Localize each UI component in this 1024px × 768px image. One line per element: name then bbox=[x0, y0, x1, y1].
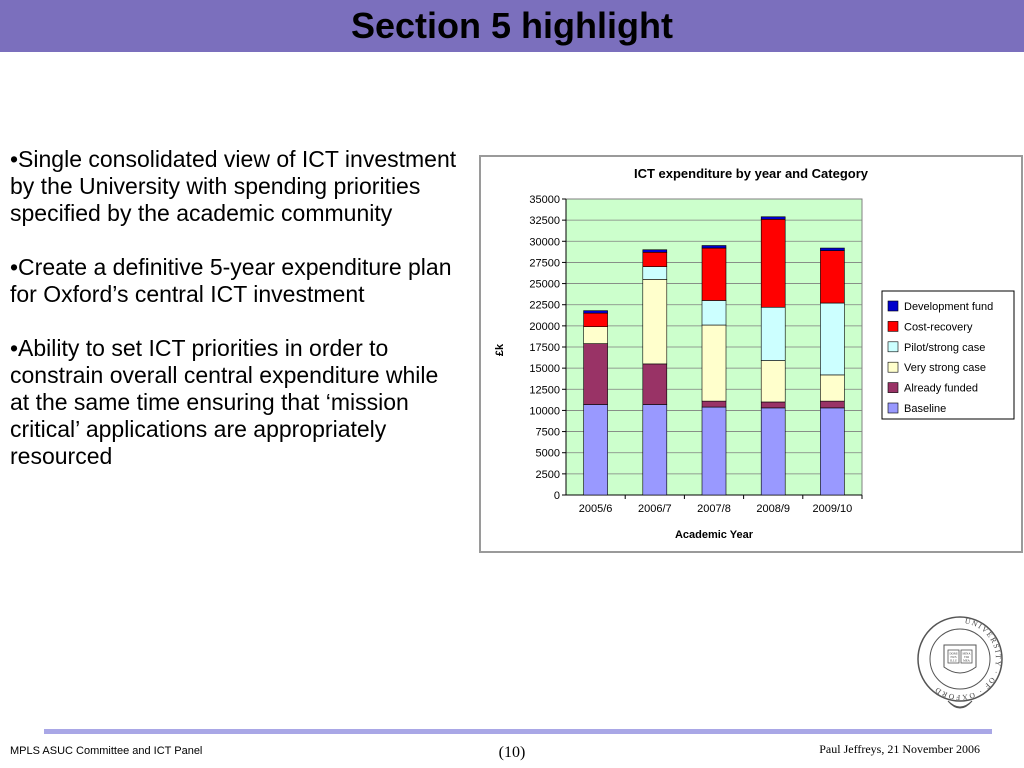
legend-swatch bbox=[887, 402, 899, 414]
y-tick-label: 5000 bbox=[536, 448, 560, 460]
y-tick-label: 2500 bbox=[536, 469, 560, 481]
y-tick-label: 35000 bbox=[529, 194, 560, 206]
bar-segment bbox=[820, 400, 845, 409]
bar-segment bbox=[760, 401, 786, 409]
x-tick-label: 2007/8 bbox=[697, 503, 731, 515]
seal-book-text: NUS bbox=[950, 655, 956, 659]
seal-book-text: TIO bbox=[964, 655, 970, 659]
legend-label: Pilot/strong case bbox=[904, 342, 985, 354]
y-tick-label: 25000 bbox=[529, 279, 560, 291]
seal-book-left bbox=[947, 649, 960, 664]
bar-segment bbox=[760, 360, 786, 403]
legend-label: Cost-recovery bbox=[904, 321, 973, 333]
y-tick-label: 10000 bbox=[529, 405, 560, 417]
seal-outer-ring bbox=[917, 616, 1003, 702]
chart-svg: ICT expenditure by year and Category 0 250… bbox=[494, 166, 1015, 541]
footer-author-date: Paul Jeffreys, 21 November 2006 bbox=[819, 742, 980, 756]
university-seal: UNIVERSITY · OF · OXFORD DOMI NUS ILLU M… bbox=[917, 616, 1003, 709]
y-tick-label: 17500 bbox=[529, 342, 560, 354]
legend-swatch bbox=[887, 321, 899, 332]
y-tick-label: 30000 bbox=[529, 236, 560, 248]
bar-segment bbox=[583, 404, 608, 496]
x-tick-label: 2009/10 bbox=[813, 503, 853, 515]
x-tick-label: 2006/7 bbox=[638, 503, 672, 515]
bar-segment bbox=[701, 245, 727, 249]
x-tick-label: 2005/6 bbox=[579, 503, 613, 515]
y-tick-label: 32500 bbox=[529, 215, 560, 227]
bar-segment bbox=[642, 363, 668, 405]
bar-segment bbox=[583, 343, 608, 405]
seal-book-right bbox=[960, 649, 973, 664]
legend-swatch bbox=[887, 361, 899, 373]
y-tick-label: 22500 bbox=[529, 300, 560, 312]
legend-swatch bbox=[887, 300, 899, 312]
bar-segment bbox=[642, 249, 668, 253]
y-tick-label: 0 bbox=[554, 490, 560, 502]
legend-label: Very strong case bbox=[904, 362, 986, 374]
bar-segment bbox=[820, 407, 845, 496]
title-bar bbox=[0, 0, 1024, 52]
bullet-item: •Ability to set ICT priorities in order … bbox=[10, 335, 439, 469]
bar-segment bbox=[583, 326, 608, 344]
bullet-item: •Single consolidated view of ICT investm… bbox=[10, 146, 457, 226]
seal-scroll bbox=[947, 700, 973, 709]
bar-segment bbox=[642, 251, 668, 267]
bar-segment bbox=[701, 406, 727, 496]
bar-segment bbox=[701, 400, 727, 408]
bar-segment bbox=[701, 324, 727, 402]
seal-inner-ring bbox=[929, 628, 991, 690]
chart-frame: ICT expenditure by year and Category 0 250… bbox=[479, 155, 1023, 553]
footer-committee: MPLS ASUC Committee and ICT Panel bbox=[10, 745, 203, 757]
legend-swatch bbox=[887, 341, 899, 353]
slide-title: Section 5 highlight bbox=[351, 5, 673, 46]
chart-title: ICT expenditure by year and Category bbox=[634, 166, 869, 181]
bar-segment bbox=[760, 218, 786, 308]
seal-book-text: MINA bbox=[963, 652, 972, 656]
y-tick-label: 20000 bbox=[529, 321, 560, 333]
legend-label: Baseline bbox=[904, 403, 946, 415]
x-tick-label: 2008/9 bbox=[756, 503, 790, 515]
bar-segment bbox=[760, 216, 786, 220]
bar-segment bbox=[642, 404, 668, 496]
y-axis-label: £k bbox=[494, 343, 506, 356]
seal-book-text: DOMI bbox=[950, 652, 958, 656]
bullet-item: •Create a definitive 5-year expenditure … bbox=[10, 254, 452, 307]
bar-segment bbox=[642, 279, 668, 365]
bar-segment bbox=[701, 300, 727, 326]
bullet-list: •Single consolidated view of ICT investm… bbox=[10, 146, 460, 497]
bar-segment bbox=[642, 266, 668, 280]
legend-label: Already funded bbox=[904, 383, 978, 395]
bar-segment bbox=[760, 306, 786, 361]
footer-page-number: (10) bbox=[498, 744, 526, 761]
bar-segment bbox=[820, 302, 845, 376]
legend-swatch bbox=[887, 382, 899, 393]
bar-segment bbox=[583, 310, 608, 314]
bar-segment bbox=[701, 247, 727, 301]
footer-divider bbox=[44, 729, 992, 734]
y-tick-label: 12500 bbox=[529, 384, 560, 396]
y-tick-label: 15000 bbox=[529, 363, 560, 375]
legend-label: Development fund bbox=[904, 301, 993, 313]
bar-segment bbox=[583, 312, 608, 328]
y-tick-label: 27500 bbox=[529, 257, 560, 269]
bar-segment bbox=[820, 250, 845, 304]
bar-segment bbox=[820, 247, 845, 251]
seal-book-text: MEA bbox=[963, 659, 971, 663]
chart-legend bbox=[881, 290, 1015, 420]
bar-segment bbox=[760, 407, 786, 496]
y-tick-label: 7500 bbox=[536, 427, 560, 439]
x-axis-label: Academic Year bbox=[675, 529, 754, 541]
seal-book-text: ILLU bbox=[950, 659, 958, 663]
bar-segment bbox=[820, 374, 845, 402]
